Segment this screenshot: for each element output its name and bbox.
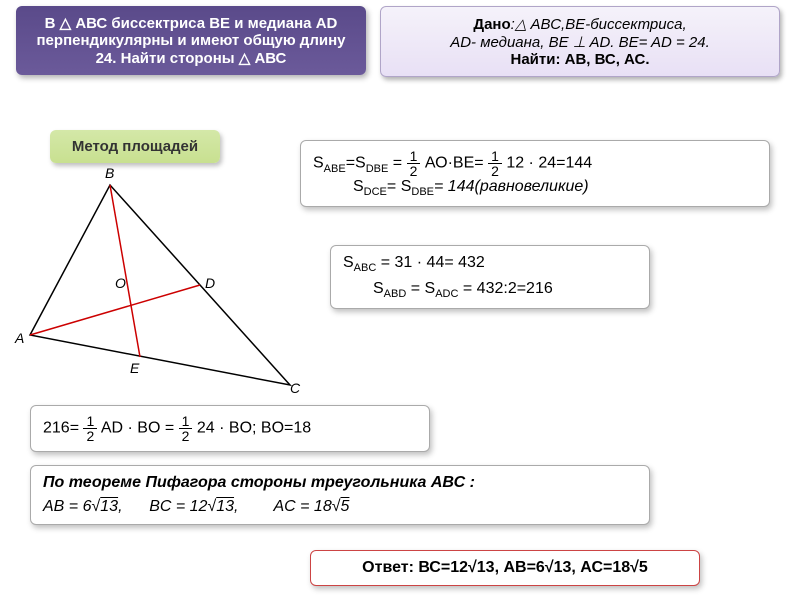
- eq2-l2m: = S: [406, 280, 435, 297]
- eq3-f2n: 1: [179, 414, 193, 429]
- eq1-l2s2: DBE: [411, 186, 434, 198]
- label-o: О: [115, 275, 126, 291]
- problem-statement-box: В △ АВС биссектриса ВЕ и медиана AD перп…: [16, 6, 366, 75]
- eq2-line2: SABD = SADC = 432:2=216: [343, 274, 637, 300]
- eq1-line1: SABE=SDBE = 12 АО·ВЕ= 12 12 · 24=144: [313, 149, 757, 178]
- eq2-l2a: = 432:2=216: [458, 280, 552, 297]
- triangle-abc: [30, 185, 290, 385]
- eq2-l2p: S: [373, 280, 384, 297]
- given-line3: Найти: АВ, ВС, АС.: [510, 51, 649, 68]
- eq1-s1: S: [313, 155, 324, 172]
- label-b: В: [105, 165, 114, 181]
- eq2-l2s2: ADC: [435, 288, 458, 300]
- pyth-ab-l: AB = 6: [43, 498, 91, 515]
- median-ad: [30, 285, 200, 335]
- problem-text: В △ АВС биссектриса ВЕ и медиана AD перп…: [37, 15, 346, 67]
- eq1-l2m: = S: [387, 178, 411, 195]
- eq1-af1: АО·ВЕ=: [425, 155, 484, 172]
- eq2-l1a: = 31 · 44= 432: [376, 254, 485, 271]
- answer-box: Ответ: ВС=12√13, АВ=6√13, АС=18√5: [310, 550, 700, 586]
- eq1-after: =: [388, 155, 402, 172]
- eq1-l2a: = 144(равновеликие): [434, 178, 589, 195]
- pyth-ac-r: 5: [341, 498, 350, 515]
- pyth-ab: AB = 6√13,: [43, 498, 123, 515]
- eq2-l2s1: ABD: [384, 288, 407, 300]
- eq1-af2: 12 · 24=144: [506, 155, 592, 172]
- eq3-after: 24 · BO; BO=18: [197, 420, 311, 437]
- method-text: Метод площадей: [72, 138, 198, 155]
- eq3-frac1: 12: [83, 414, 97, 443]
- pyth-bc-r: 13: [216, 498, 234, 515]
- eq1-frac2: 12: [488, 149, 502, 178]
- eq2-l1p: S: [343, 254, 354, 271]
- pyth-ab-r: 13: [100, 498, 118, 515]
- eq1-sub2: DBE: [366, 163, 389, 175]
- equation-box-1: SABE=SDBE = 12 АО·ВЕ= 12 12 · 24=144 SDC…: [300, 140, 770, 207]
- eq1-mid: =S: [346, 155, 366, 172]
- pyth-c2: ,: [234, 498, 238, 515]
- eq1-f2d: 2: [488, 164, 502, 178]
- equation-box-2: SABC = 31 · 44= 432 SABD = SADC = 432:2=…: [330, 245, 650, 309]
- pyth-title: По теореме Пифагора стороны треугольника…: [43, 474, 475, 491]
- given-line1: Дано: [473, 16, 510, 33]
- eq1-line2: SDCE= SDBE= 144(равновеликие): [313, 178, 757, 198]
- pyth-c1: ,: [118, 498, 122, 515]
- label-d: D: [205, 275, 215, 291]
- answer-text: Ответ: ВС=12√13, АВ=6√13, АС=18√5: [362, 559, 648, 576]
- label-e: Е: [130, 360, 139, 376]
- pyth-ac: AC = 18√5: [273, 498, 349, 515]
- label-a: А: [15, 330, 24, 346]
- eq3-pre: 216=: [43, 420, 83, 437]
- eq1-f2n: 1: [488, 149, 502, 164]
- eq2-line1: SABC = 31 · 44= 432: [343, 254, 637, 274]
- eq1-l2p: S: [353, 178, 364, 195]
- eq1-sub1: ABE: [324, 163, 346, 175]
- pythagoras-box: По теореме Пифагора стороны треугольника…: [30, 465, 650, 525]
- eq3-f2d: 2: [179, 429, 193, 443]
- pyth-bc-l: BC = 12: [149, 498, 207, 515]
- eq3-f1d: 2: [83, 429, 97, 443]
- eq3-f1n: 1: [83, 414, 97, 429]
- equation-box-3: 216= 12 AD · BO = 12 24 · BO; BO=18: [30, 405, 430, 452]
- eq1-f1d: 2: [407, 164, 421, 178]
- eq1-l2s1: DCE: [364, 186, 387, 198]
- pyth-bc: BC = 12√13,: [149, 498, 238, 515]
- eq1-frac1: 12: [407, 149, 421, 178]
- eq2-l1s: ABC: [354, 262, 377, 274]
- given-line2: AD- медиана, BE ⊥ AD. BE= AD = 24.: [450, 34, 710, 51]
- bisector-be: [110, 185, 140, 357]
- label-c: С: [290, 380, 300, 396]
- pyth-ac-l: AC = 18: [273, 498, 331, 515]
- triangle-diagram: [10, 155, 310, 405]
- eq3-mid: AD · BO =: [101, 420, 179, 437]
- given-box: ДаноДано:△ АВС,ВЕ-биссектриса,:△ АВС,ВЕ-…: [380, 6, 780, 77]
- eq1-f1n: 1: [407, 149, 421, 164]
- eq3-frac2: 12: [179, 414, 193, 443]
